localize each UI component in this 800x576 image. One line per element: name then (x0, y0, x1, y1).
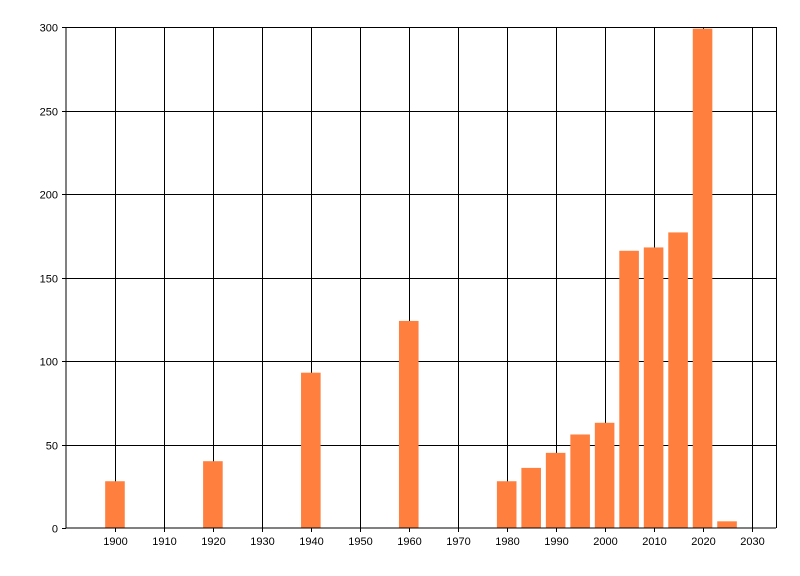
y-tick-label: 50 (46, 441, 58, 453)
x-tick-label: 1930 (250, 536, 274, 548)
x-tick-label: 1910 (152, 536, 176, 548)
x-tick-label: 2030 (740, 536, 764, 548)
y-tick-label: 150 (40, 274, 58, 286)
bar (521, 467, 541, 528)
x-tick-label: 1950 (348, 536, 372, 548)
x-tick-labels: 1900 1910 1920 1930 1940 1950 1960 1970 1980 1990… (103, 528, 765, 548)
x-tick-label: 1990 (544, 536, 568, 548)
x-tick-label: 1920 (201, 536, 225, 548)
y-tick-label: 200 (40, 190, 58, 202)
x-tick-label: 1980 (495, 536, 519, 548)
y-tick-labels: 0 50 100 150 200 250 300 (40, 23, 66, 536)
bar (717, 521, 737, 528)
bar (203, 461, 223, 528)
x-tick-label: 2000 (593, 536, 617, 548)
y-tick-label: 300 (40, 23, 58, 35)
bar (545, 452, 566, 528)
x-tick-label: 1940 (299, 536, 323, 548)
bar (668, 232, 688, 528)
x-tick-label: 1970 (446, 536, 470, 548)
x-tick-label: 1960 (397, 536, 421, 548)
axes (65, 27, 776, 529)
bar (398, 320, 419, 528)
bar-series (105, 28, 737, 528)
bar (594, 422, 615, 528)
x-tick-label: 2020 (691, 536, 715, 548)
x-tick-label: 1900 (103, 536, 127, 548)
bar (105, 481, 125, 528)
bar (301, 372, 321, 528)
y-tick-label: 250 (40, 107, 58, 119)
x-tick-label: 2010 (642, 536, 666, 548)
bar (619, 250, 639, 528)
bar (692, 28, 713, 528)
bar (496, 481, 517, 528)
y-tick-label: 0 (52, 524, 58, 536)
bar (570, 434, 590, 528)
y-tick-label: 100 (40, 357, 58, 369)
bar (643, 247, 664, 528)
